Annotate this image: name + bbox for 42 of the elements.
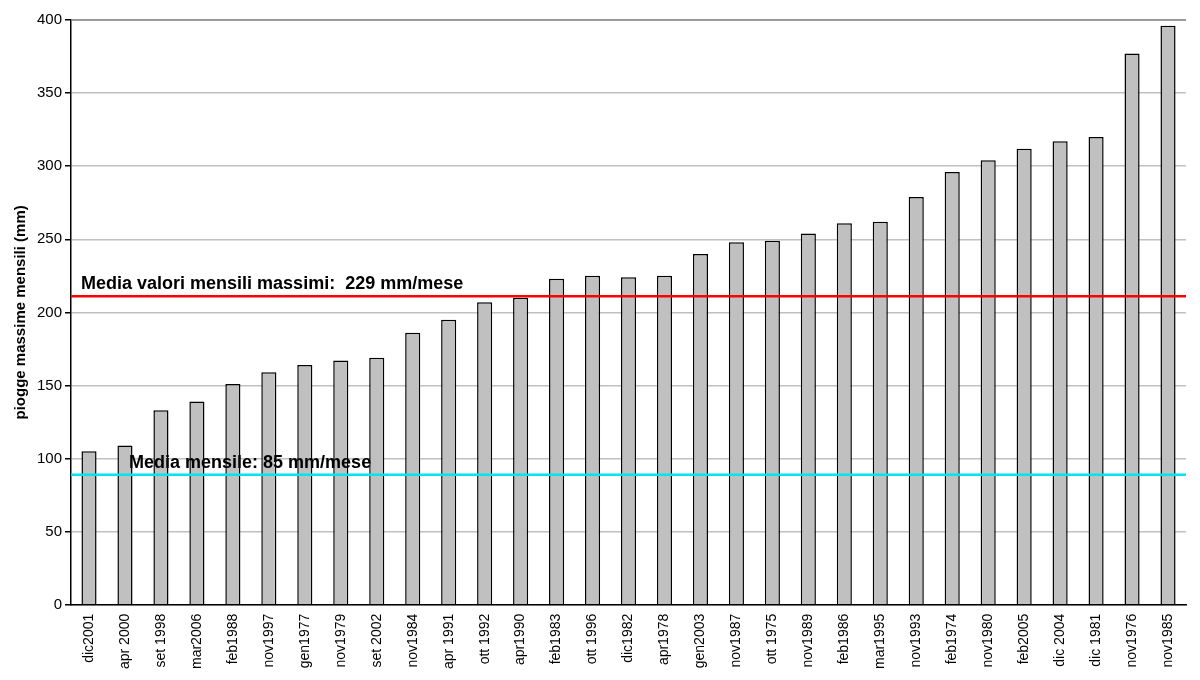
x-tick-label: set 2002 xyxy=(367,613,384,668)
x-tick-label: nov1984 xyxy=(403,613,420,668)
annotation: Media valori mensili massimi: 229 mm/mese xyxy=(81,273,464,294)
y-axis-title: piogge massime mensili (mm) xyxy=(11,205,29,420)
y-tick-label: 100 xyxy=(37,448,63,466)
y-tick-label: 150 xyxy=(37,375,63,393)
y-tick-label: 0 xyxy=(53,594,63,612)
x-tick-label: apr1990 xyxy=(511,613,528,666)
x-tick-label: set 1998 xyxy=(151,613,168,668)
x-tick-label: mar1995 xyxy=(871,613,888,669)
x-tick-label: dic 2004 xyxy=(1050,613,1067,667)
x-tick-label: dic2001 xyxy=(79,613,96,663)
x-tick-label: feb1983 xyxy=(547,613,564,665)
y-tick-label: 350 xyxy=(37,83,63,101)
x-tick-label: nov1989 xyxy=(799,613,816,668)
x-tick-label: ott 1975 xyxy=(763,613,780,665)
x-tick-label: feb1986 xyxy=(835,613,852,665)
y-tick-label: 250 xyxy=(37,229,63,247)
x-tick-label: nov1993 xyxy=(907,613,924,668)
x-tick-label: apr 2000 xyxy=(115,613,132,670)
y-tick-label: 50 xyxy=(45,521,63,539)
x-tick-label: nov1985 xyxy=(1158,613,1175,668)
x-tick-label: feb1974 xyxy=(943,613,960,665)
x-tick-label: nov1976 xyxy=(1122,613,1139,668)
x-tick-label: dic 1981 xyxy=(1086,613,1103,667)
x-tick-label: nov1987 xyxy=(727,613,744,668)
x-tick-label: feb1988 xyxy=(223,613,240,665)
x-tick-label: nov1979 xyxy=(331,613,348,668)
x-tick-label: ott 1992 xyxy=(475,613,492,665)
x-tick-label: gen1977 xyxy=(295,613,312,669)
x-tick-label: ott 1996 xyxy=(583,613,600,665)
y-tick-label: 300 xyxy=(37,156,63,174)
x-tick-label: nov1980 xyxy=(979,613,996,668)
x-tick-label: mar2006 xyxy=(187,613,204,669)
x-tick-label: apr1978 xyxy=(655,613,672,666)
x-tick-label: apr 1991 xyxy=(439,613,456,670)
x-tick-label: gen2003 xyxy=(691,613,708,669)
x-tick-label: nov1997 xyxy=(259,613,276,668)
y-tick-label: 200 xyxy=(37,302,63,320)
x-tick-label: feb2005 xyxy=(1015,613,1032,665)
x-tick-label: dic1982 xyxy=(619,613,636,663)
y-tick-label: 400 xyxy=(37,10,63,28)
